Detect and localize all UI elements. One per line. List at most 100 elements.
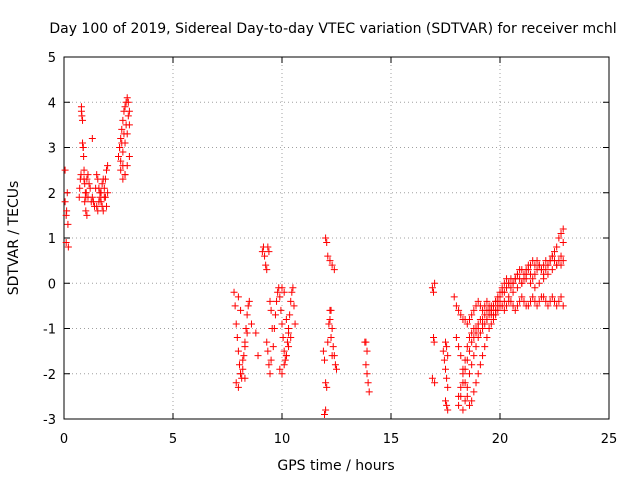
- data-point: [481, 343, 489, 351]
- data-point: [88, 134, 96, 142]
- data-point: [99, 175, 107, 183]
- data-point: [326, 257, 334, 265]
- data-point: [263, 266, 271, 274]
- data-point: [520, 297, 528, 305]
- y-tick-label: -3: [43, 413, 56, 428]
- data-point: [121, 171, 129, 179]
- data-point: [444, 383, 452, 391]
- data-point: [531, 284, 539, 292]
- data-point: [327, 334, 335, 342]
- data-point: [363, 347, 371, 355]
- data-point: [285, 329, 293, 337]
- data-point: [322, 406, 330, 414]
- data-point: [474, 325, 482, 332]
- data-point: [119, 116, 127, 124]
- data-point: [321, 410, 329, 418]
- data-point: [540, 275, 548, 283]
- y-tick-label: 4: [48, 96, 56, 111]
- data-point: [457, 383, 465, 391]
- data-point: [468, 311, 476, 319]
- data-point: [79, 144, 87, 151]
- data-point: [231, 302, 239, 310]
- data-point: [331, 361, 339, 369]
- data-point: [465, 401, 473, 409]
- data-point: [362, 361, 370, 369]
- data-point: [535, 297, 543, 305]
- y-tick-label: -2: [43, 368, 56, 383]
- data-point: [459, 365, 467, 373]
- data-point: [323, 383, 331, 391]
- data-point: [329, 343, 337, 351]
- data-point: [533, 257, 541, 265]
- data-point: [557, 229, 565, 237]
- data-point: [270, 325, 278, 332]
- data-point: [457, 392, 465, 400]
- y-tick-label: -1: [43, 323, 56, 338]
- data-point: [463, 392, 471, 400]
- x-tick-label: 5: [169, 432, 177, 447]
- data-point: [288, 288, 296, 296]
- data-point: [509, 288, 517, 296]
- data-point: [468, 397, 476, 405]
- data-point: [95, 198, 103, 206]
- data-point: [463, 320, 471, 328]
- data-point: [524, 302, 532, 310]
- data-point: [479, 352, 487, 360]
- data-point: [542, 266, 550, 274]
- data-point: [440, 356, 448, 364]
- data-point: [104, 162, 112, 170]
- data-point: [245, 297, 253, 305]
- data-points: [61, 94, 567, 418]
- x-tick-label: 0: [60, 432, 68, 447]
- data-point: [232, 320, 240, 328]
- data-point: [505, 293, 513, 301]
- data-point: [470, 306, 478, 314]
- data-point: [444, 352, 452, 360]
- data-point: [241, 374, 249, 382]
- data-point: [117, 157, 125, 165]
- data-point: [518, 279, 526, 287]
- data-point: [535, 279, 543, 287]
- data-point: [79, 116, 87, 124]
- data-point: [84, 171, 92, 179]
- y-tick-label: 0: [48, 277, 56, 292]
- data-point: [328, 325, 336, 332]
- data-point: [472, 343, 480, 351]
- data-point: [489, 302, 497, 310]
- data-point: [443, 343, 451, 351]
- data-point: [265, 248, 273, 256]
- data-point: [121, 103, 129, 111]
- data-point: [125, 153, 133, 161]
- data-point: [123, 162, 131, 170]
- data-point: [363, 370, 371, 378]
- data-point: [124, 112, 132, 120]
- data-point: [247, 320, 255, 328]
- data-point: [500, 306, 508, 314]
- data-point: [476, 361, 484, 369]
- data-point: [548, 293, 556, 301]
- data-point: [235, 361, 243, 369]
- data-point: [522, 275, 530, 283]
- data-point: [489, 315, 497, 323]
- data-point: [234, 293, 242, 301]
- data-point: [551, 248, 558, 256]
- data-point: [330, 266, 338, 274]
- x-tick-label: 10: [274, 432, 291, 447]
- data-point: [261, 252, 269, 260]
- data-point: [280, 347, 288, 355]
- data-point: [291, 320, 299, 328]
- data-point: [507, 297, 515, 305]
- data-point: [93, 202, 101, 210]
- data-point: [546, 257, 554, 265]
- data-point: [430, 338, 438, 346]
- data-point: [116, 144, 124, 151]
- data-point: [85, 180, 93, 188]
- data-point: [237, 306, 245, 314]
- data-point: [273, 297, 281, 305]
- data-point: [101, 193, 109, 201]
- data-point: [443, 374, 451, 382]
- data-point: [463, 383, 471, 391]
- data-point: [457, 352, 465, 360]
- data-point: [323, 239, 331, 247]
